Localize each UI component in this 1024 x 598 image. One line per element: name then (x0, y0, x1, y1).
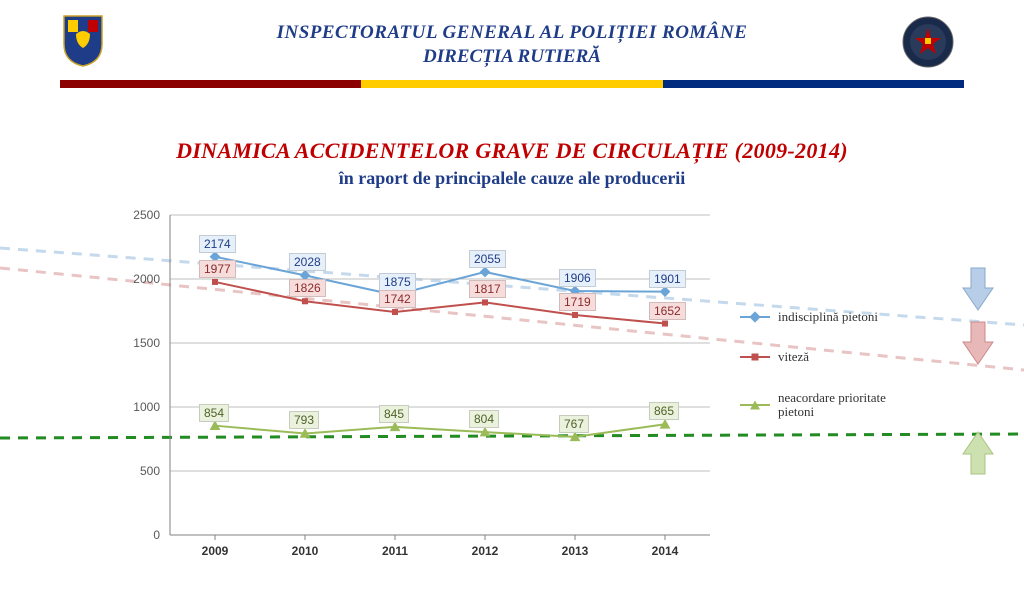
trend-arrow-icon (962, 430, 994, 476)
data-point-label: 2028 (289, 253, 326, 271)
data-point-label: 804 (469, 410, 499, 428)
svg-text:2009: 2009 (202, 544, 229, 558)
svg-text:1500: 1500 (133, 336, 160, 350)
data-point-label: 1901 (649, 270, 686, 288)
legend-item: viteză (740, 350, 918, 364)
data-point-label: 1652 (649, 302, 686, 320)
svg-text:0: 0 (153, 528, 160, 542)
svg-text:2013: 2013 (562, 544, 589, 558)
chart-title: DINAMICA ACCIDENTELOR GRAVE DE CIRCULAȚI… (0, 138, 1024, 164)
trend-arrow-icon (962, 320, 994, 366)
data-point-label: 1875 (379, 273, 416, 291)
svg-text:2012: 2012 (472, 544, 499, 558)
legend-item: neacordare prioritate pietoni (740, 391, 918, 420)
svg-text:2011: 2011 (382, 544, 408, 558)
coat-of-arms-icon (62, 14, 104, 68)
data-point-label: 1719 (559, 293, 596, 311)
data-point-label: 2055 (469, 250, 506, 268)
svg-text:2500: 2500 (133, 208, 160, 222)
chart-legend: indisciplină pietoni viteză neacordare pri… (740, 310, 918, 445)
legend-label: indisciplină pietoni (778, 310, 878, 324)
data-point-label: 2174 (199, 235, 236, 253)
data-point-label: 1817 (469, 280, 506, 298)
page-header: INSPECTORATUL GENERAL AL POLIȚIEI ROMÂNE… (0, 0, 1024, 68)
line-chart: 0 500 1000 1500 2000 2500 2009 2010 2011 2012 2013… (100, 205, 720, 565)
trend-arrow-icon (962, 266, 994, 312)
tricolor-blue (663, 80, 964, 88)
legend-label: viteză (778, 350, 809, 364)
data-point-label: 1826 (289, 279, 326, 297)
svg-text:2000: 2000 (133, 272, 160, 286)
chart-subtitle: în raport de principalele cauze ale prod… (0, 168, 1024, 189)
data-point-label: 1977 (199, 260, 236, 278)
tricolor-red (60, 80, 361, 88)
svg-text:2010: 2010 (292, 544, 319, 558)
data-point-label: 865 (649, 402, 679, 420)
data-point-label: 793 (289, 411, 319, 429)
svg-text:500: 500 (140, 464, 160, 478)
data-point-label: 854 (199, 404, 229, 422)
data-point-label: 845 (379, 405, 409, 423)
data-point-label: 1742 (379, 290, 416, 308)
data-point-label: 1906 (559, 269, 596, 287)
data-point-label: 767 (559, 415, 589, 433)
org-title: INSPECTORATUL GENERAL AL POLIȚIEI ROMÂNE (0, 22, 1024, 44)
legend-label: neacordare prioritate pietoni (778, 391, 918, 420)
police-badge-icon (902, 16, 954, 68)
chart-title-block: DINAMICA ACCIDENTELOR GRAVE DE CIRCULAȚI… (0, 138, 1024, 189)
legend-item: indisciplină pietoni (740, 310, 918, 324)
tricolor-yellow (361, 80, 662, 88)
org-subtitle: DIRECȚIA RUTIERĂ (0, 46, 1024, 68)
svg-text:1000: 1000 (133, 400, 160, 414)
tricolor-divider (60, 80, 964, 88)
svg-text:2014: 2014 (652, 544, 679, 558)
